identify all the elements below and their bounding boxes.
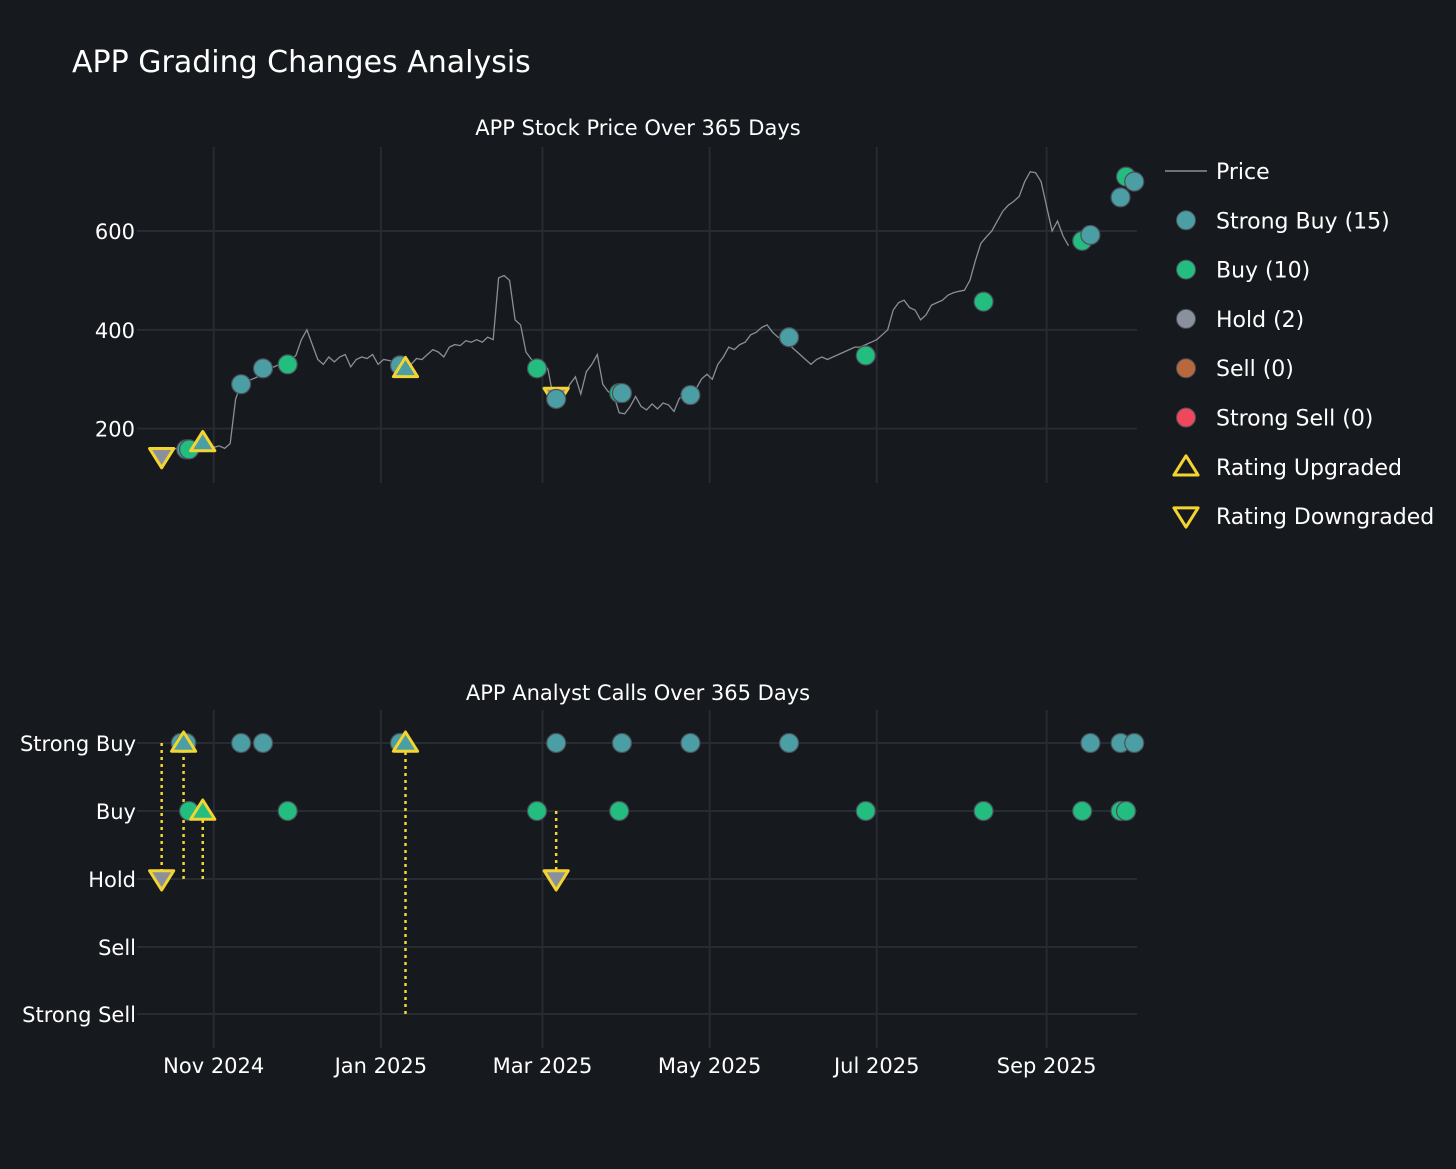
legend: Price Strong Buy (15) Buy (10) Hold (2) Sell… [1165,160,1434,530]
price-rating-point [231,374,252,395]
analyst-call-point [231,732,252,754]
legend-item-strong-sell: Strong Sell (0) [1176,407,1373,432]
downgrade-marker [148,447,176,470]
analyst-call-point [611,732,633,754]
price-rating-point [546,388,567,410]
legend-dot-swatch [1176,407,1196,428]
x-tick-label: Mar 2025 [493,1054,593,1078]
price-line [164,170,1070,454]
legend-item-buy: Buy (10) [1176,259,1310,284]
calls-y-tick-label: Sell [98,936,136,960]
legend-label: Sell (0) [1216,357,1294,382]
calls-chart: Strong Buy Buy Hold Sell Strong Sell [20,710,1145,1048]
analyst-call-point [546,732,567,754]
legend-item-upgraded: Rating Upgraded [1172,454,1402,481]
calls-y-tick-label: Strong Sell [22,1003,136,1027]
legend-item-strong-buy: Strong Buy (15) [1176,209,1390,234]
calls-y-tick-label: Hold [88,868,136,892]
legend-label: Price [1216,160,1270,185]
price-rating-point [973,291,994,312]
legend-label: Strong Buy (15) [1216,209,1390,234]
legend-dot-swatch [1176,259,1196,280]
calls-y-tick-label: Strong Buy [20,732,136,756]
analyst-call-point [778,732,800,754]
calls-y-tick-label: Buy [96,800,136,824]
analyst-call-point [680,732,701,754]
price-chart-title: APP Stock Price Over 365 Days [475,116,800,140]
price-rating-point [855,345,876,366]
price-rating-point [778,327,800,348]
analyst-call-point [1072,800,1093,822]
price-rating-point [680,384,701,406]
legend-dot-swatch [1176,358,1196,379]
upgrade-marker [391,730,420,753]
price-y-tick-label: 600 [95,220,135,244]
figure-title: APP Grading Changes Analysis [72,45,531,80]
analyst-call-point [973,800,994,822]
price-rating-point [1124,171,1145,192]
upgrade-marker [391,355,420,379]
price-y-tick-label: 400 [95,319,135,343]
legend-downgrade-swatch [1172,506,1200,529]
upgrade-marker [169,730,198,753]
analyst-call-point [855,800,876,822]
price-y-tick-label: 200 [95,418,135,442]
upgrade-marker [189,798,217,821]
price-rating-point [611,382,633,404]
analyst-call-point [609,800,630,822]
legend-dot-swatch [1176,210,1196,231]
analyst-call-point [1115,800,1137,822]
legend-item-downgraded: Rating Downgraded [1172,505,1434,530]
price-rating-point [1080,224,1101,246]
x-tick-label: Nov 2024 [163,1054,264,1078]
legend-label: Rating Downgraded [1216,505,1434,530]
legend-label: Hold (2) [1216,308,1304,333]
calls-chart-title: APP Analyst Calls Over 365 Days [466,681,810,705]
legend-dot-swatch [1176,308,1196,329]
price-chart: 200 400 600 [95,147,1145,483]
price-rating-point [277,354,298,375]
legend-item-sell: Sell (0) [1176,357,1294,382]
legend-label: Rating Upgraded [1216,456,1402,481]
price-rating-point [252,358,274,379]
analyst-call-point [1124,732,1145,754]
price-rating-point [1110,187,1131,208]
analyst-call-point [526,800,548,822]
analyst-call-point [252,732,274,754]
legend-label: Buy (10) [1216,259,1310,284]
legend-label: Strong Sell (0) [1216,407,1373,432]
x-tick-label: Sep 2025 [997,1054,1097,1078]
x-tick-label: May 2025 [658,1054,762,1078]
downgrade-marker [148,869,176,892]
x-axis: Nov 2024 Jan 2025 Mar 2025 May 2025 Jul 2025… [163,1054,1096,1078]
legend-item-price: Price [1165,160,1270,185]
downgrade-marker [542,869,570,892]
x-tick-label: Jan 2025 [333,1054,428,1078]
upgrade-marker [189,429,217,453]
analyst-call-point [1080,732,1101,754]
x-tick-label: Jul 2025 [832,1054,919,1078]
analyst-call-point [277,800,298,822]
price-rating-point [526,358,548,379]
legend-upgrade-swatch [1172,454,1200,477]
legend-item-hold: Hold (2) [1176,308,1304,333]
